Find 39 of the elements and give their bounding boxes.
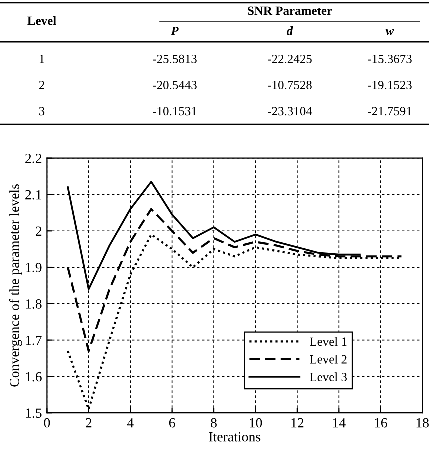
legend-label: Level 3 [310, 372, 348, 382]
x-tick-label: 16 [375, 418, 388, 428]
legend-label: Level 2 [310, 355, 347, 364]
text: 3 [39, 107, 45, 116]
text: P [171, 26, 179, 36]
text: -21.7591 [368, 107, 412, 116]
text: -10.1531 [153, 107, 197, 116]
x-tick-label: 4 [127, 418, 134, 428]
text: -22.2425 [268, 54, 312, 64]
x-tick-label: 8 [211, 418, 217, 428]
text: -23.3104 [268, 107, 312, 116]
y-tick-label: 1.9 [26, 263, 42, 273]
y-tick-label: 1.6 [26, 372, 42, 382]
text: -15.3673 [368, 54, 412, 64]
x-tick-label: 0 [44, 418, 50, 428]
y-tick-label: 2.2 [26, 154, 42, 164]
text: -10.7528 [268, 81, 312, 90]
y-tick-label: 1.8 [26, 300, 42, 309]
text: w [386, 29, 394, 36]
y-tick-label: 2 [36, 226, 42, 236]
x-tick-label: 12 [292, 418, 304, 428]
x-axis-title: Iterations [209, 432, 261, 442]
text: -19.1523 [368, 81, 412, 90]
legend-label: Level 1 [310, 337, 347, 346]
x-tick-label: 2 [86, 418, 92, 428]
y-tick-label: 2.1 [26, 190, 42, 200]
text: 1 [40, 55, 44, 64]
x-tick-label: 6 [169, 418, 176, 428]
y-tick-label: 1.7 [26, 336, 42, 346]
text: Level [28, 16, 56, 26]
y-axis-title: Convergence of the parameter levels [9, 184, 22, 387]
y-tick-label: 1.5 [26, 408, 42, 418]
text: d [287, 26, 294, 36]
text: SNR Parameter [248, 6, 332, 16]
text: -20.5443 [153, 81, 197, 90]
x-tick-label: 18 [416, 418, 429, 428]
text: -25.5813 [153, 54, 197, 64]
x-tick-label: 10 [250, 418, 262, 428]
x-tick-label: 14 [333, 418, 346, 428]
